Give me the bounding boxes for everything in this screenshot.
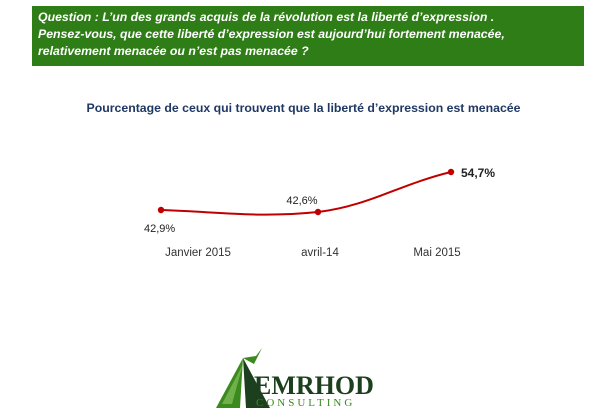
x-tick-label-2: avril-14	[301, 247, 339, 259]
data-point-2	[314, 208, 322, 216]
logo-name: EMRHOD	[254, 371, 374, 400]
data-point-3	[447, 168, 455, 176]
question-box: Question : L’un des grands acquis de la …	[32, 6, 584, 66]
question-line-1: Question : L’un des grands acquis de la …	[38, 10, 495, 24]
data-label-2: 42,6%	[286, 195, 317, 207]
logo-tagline: CONSULTING	[256, 397, 355, 409]
logo-emblem-icon	[216, 348, 270, 408]
question-line-3: relativement menacée ou n’est pas menacé…	[38, 44, 309, 58]
data-point-1	[157, 206, 165, 214]
chart-title: Pourcentage de ceux qui trouvent que la …	[86, 101, 521, 115]
x-tick-label-3: Mai 2015	[413, 247, 460, 259]
x-tick-label-1: Janvier 2015	[165, 247, 231, 259]
data-label-1: 42,9%	[144, 223, 175, 235]
data-label-3: 54,7%	[461, 166, 495, 180]
question-line-2: Pensez-vous, que cette liberté d’express…	[38, 27, 505, 41]
company-logo: EMRHOD CONSULTING	[210, 328, 385, 414]
series-line	[160, 171, 452, 216]
